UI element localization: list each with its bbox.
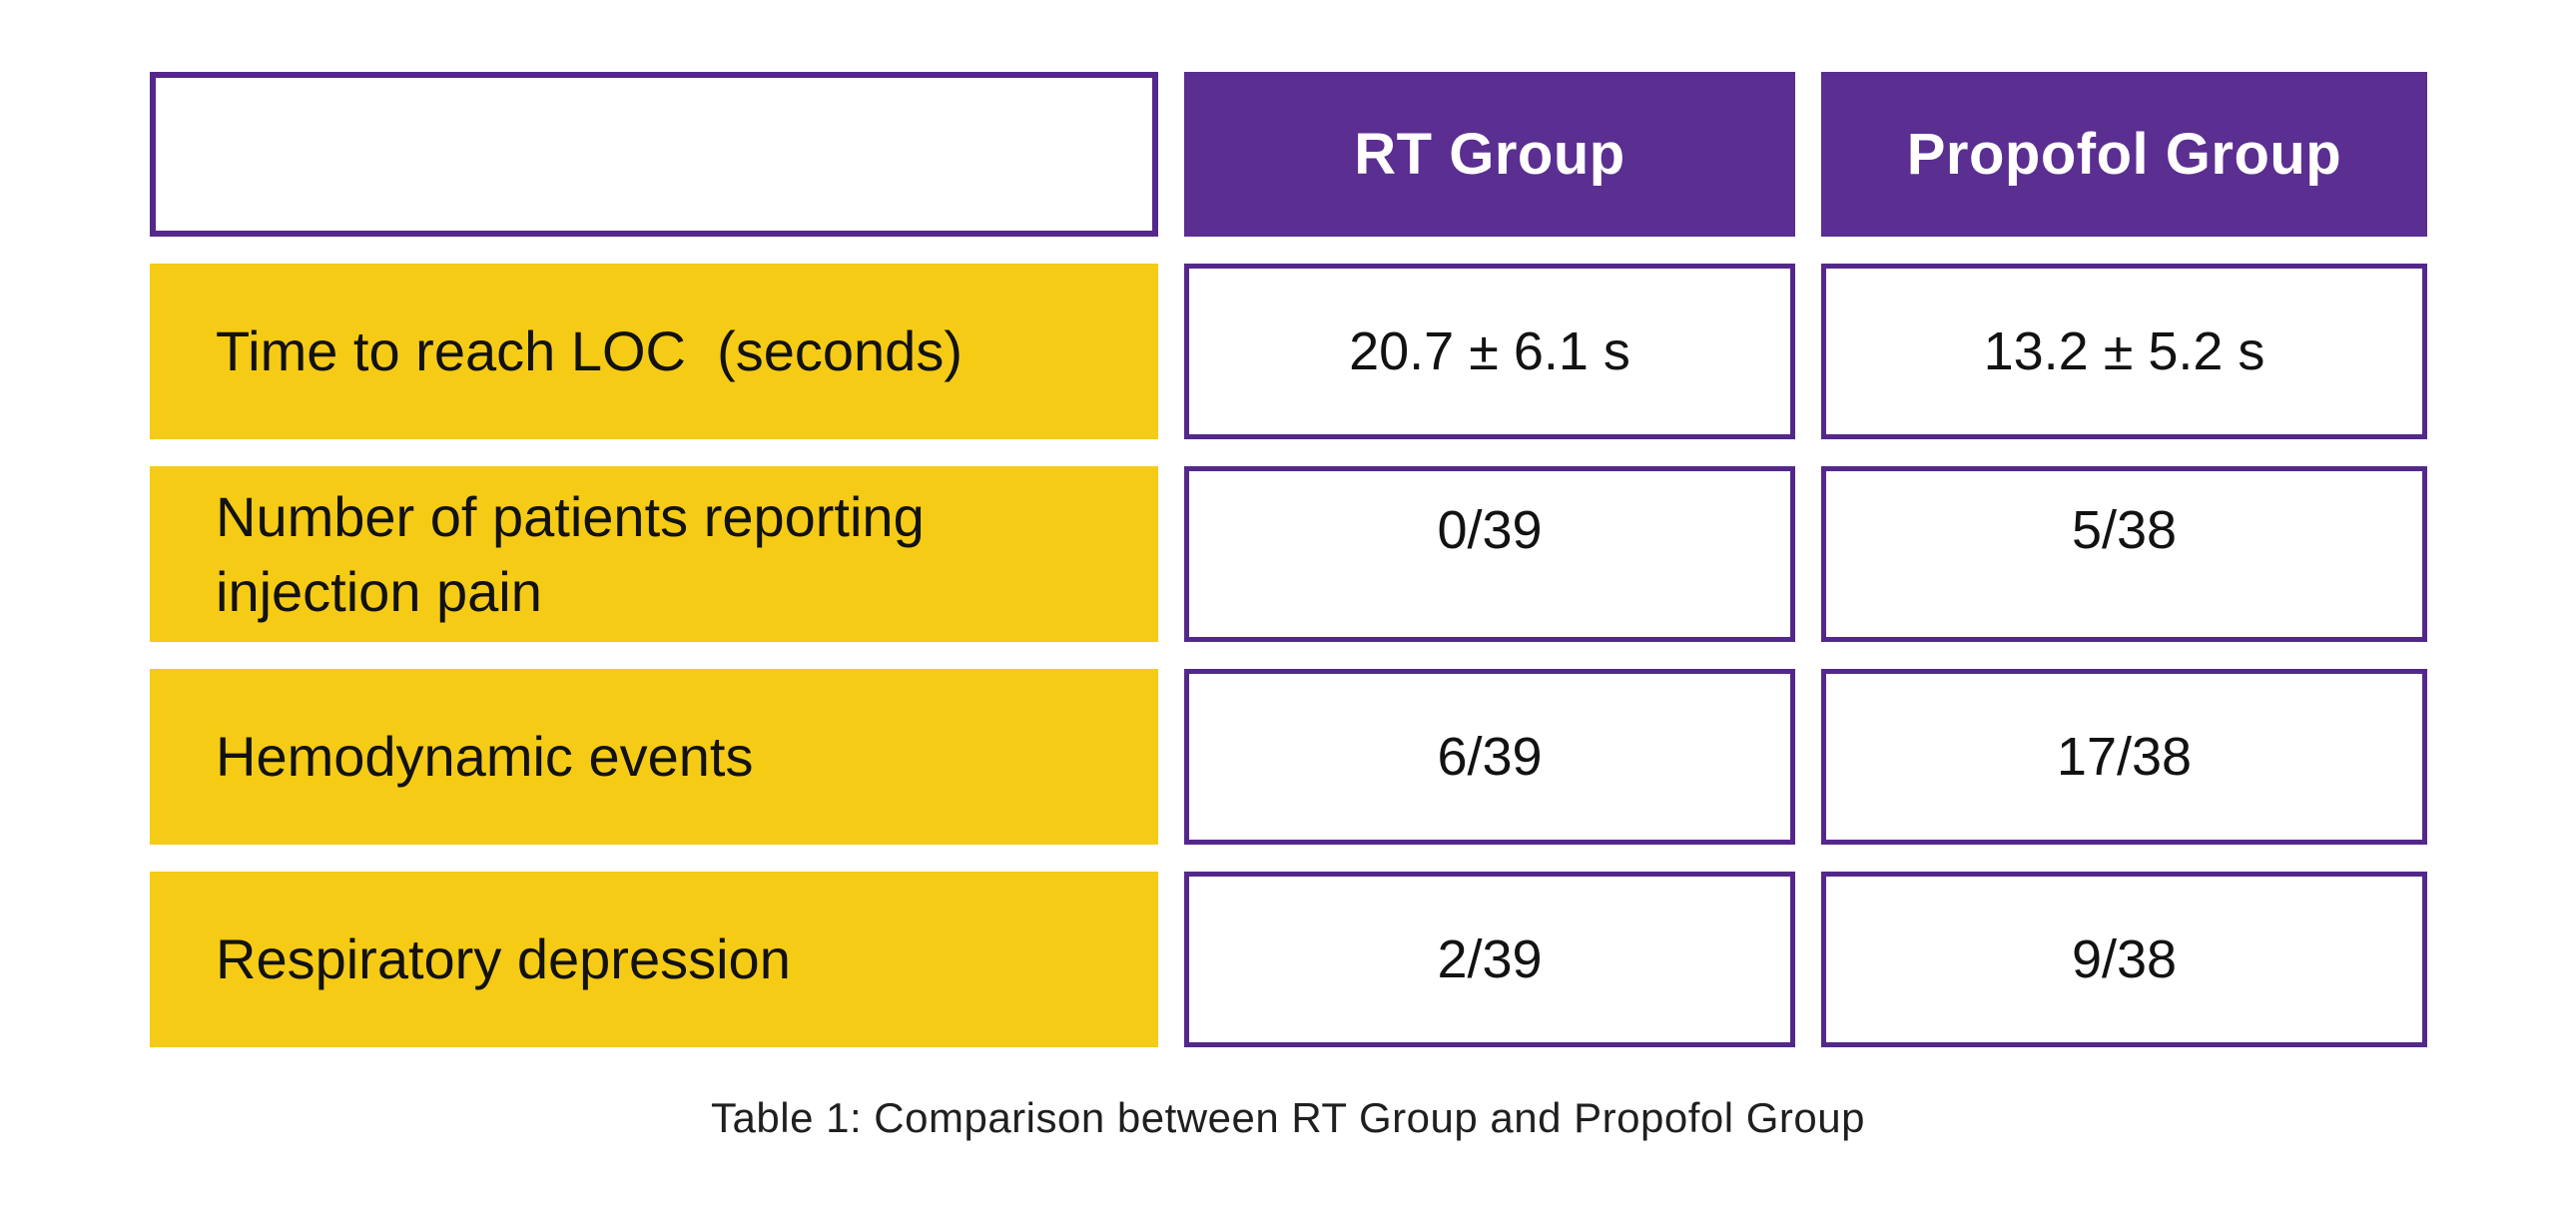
row-label-text: Respiratory depression xyxy=(216,927,791,991)
value-propofol-hemodynamic-events: 17/38 xyxy=(1821,669,2427,845)
row-label-text: Time to reach LOC (seconds) xyxy=(216,319,963,383)
column-header-label: Propofol Group xyxy=(1906,122,2342,187)
value-rt-injection-pain: 0/39 xyxy=(1184,466,1795,642)
comparison-table: RT Group Propofol Group Time to reach LO… xyxy=(150,72,2427,1047)
value-propofol-injection-pain: 5/38 xyxy=(1821,466,2427,642)
value-text: 20.7 ± 6.1 s xyxy=(1349,321,1630,381)
row-label-respiratory-depression: Respiratory depression xyxy=(150,872,1158,1047)
value-propofol-respiratory-depression: 9/38 xyxy=(1821,872,2427,1047)
value-rt-respiratory-depression: 2/39 xyxy=(1184,872,1795,1047)
row-label-injection-pain: Number of patients reporting injection p… xyxy=(150,466,1158,642)
value-text: 13.2 ± 5.2 s xyxy=(1983,321,2265,381)
column-header-label: RT Group xyxy=(1354,122,1625,187)
table-caption: Table 1: Comparison between RT Group and… xyxy=(711,1094,1865,1141)
value-rt-hemodynamic-events: 6/39 xyxy=(1184,669,1795,845)
value-propofol-time-to-loc: 13.2 ± 5.2 s xyxy=(1821,264,2427,439)
column-header-propofol-group: Propofol Group xyxy=(1821,72,2427,237)
value-text: 5/38 xyxy=(2071,500,2178,560)
row-label-text: Number of patients reporting injection p… xyxy=(216,484,941,623)
value-text: 0/39 xyxy=(1437,500,1543,560)
value-text: 2/39 xyxy=(1437,929,1543,989)
value-rt-time-to-loc: 20.7 ± 6.1 s xyxy=(1184,264,1795,439)
column-header-rt-group: RT Group xyxy=(1184,72,1795,237)
value-text: 17/38 xyxy=(2056,727,2193,787)
value-text: 9/38 xyxy=(2071,929,2178,989)
value-text: 6/39 xyxy=(1437,727,1543,787)
row-label-hemodynamic-events: Hemodynamic events xyxy=(150,669,1158,845)
row-label-text: Hemodynamic events xyxy=(216,725,754,789)
header-empty-cell xyxy=(150,72,1158,237)
row-label-time-to-loc: Time to reach LOC (seconds) xyxy=(150,264,1158,439)
